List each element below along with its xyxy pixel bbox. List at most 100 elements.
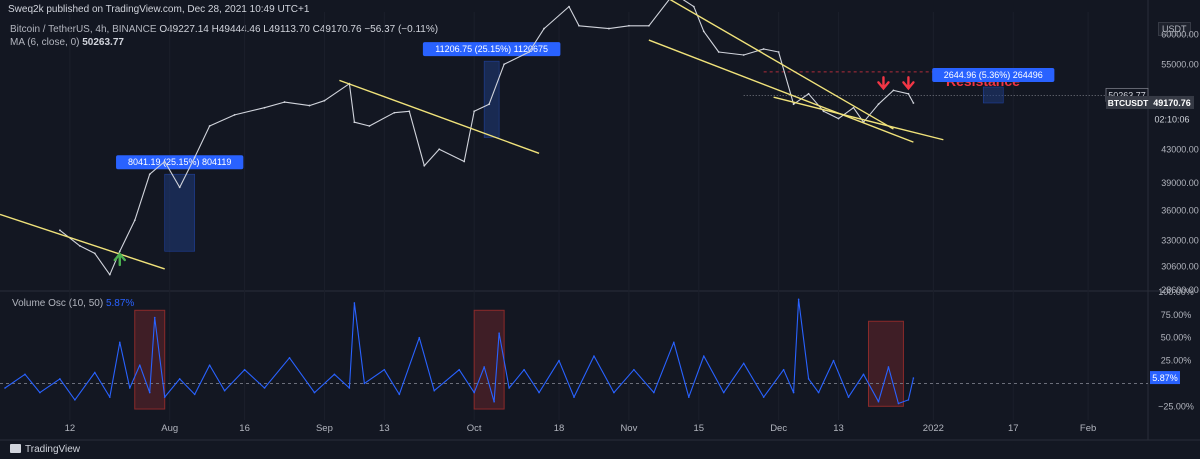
price-point: [503, 63, 506, 66]
oscillator-point: [832, 359, 835, 362]
price-tick-label: 28600.00: [1161, 285, 1199, 295]
symbol-title[interactable]: Bitcoin / TetherUS, 4h, BINANCE: [10, 24, 157, 35]
price-point: [807, 92, 810, 95]
price-point: [792, 103, 795, 106]
bar-countdown-timer: 02:10:06: [1154, 114, 1189, 124]
oscillator-point: [613, 391, 615, 394]
price-point: [488, 103, 491, 106]
oscillator-point: [573, 396, 575, 398]
oscillator-point: [688, 396, 690, 398]
oscillator-point: [418, 336, 421, 339]
tradingview-logo-icon: [10, 444, 21, 453]
oscillator-tick-label: 100.00%: [1158, 287, 1194, 297]
price-point: [393, 111, 396, 114]
price-point: [692, 5, 695, 8]
time-tick-label: 16: [239, 423, 250, 434]
trendline[interactable]: [773, 96, 944, 141]
price-point: [568, 5, 570, 8]
oscillator-point: [847, 396, 850, 398]
oscillator-series-line[interactable]: [4, 298, 914, 405]
oscillator-point: [313, 391, 316, 394]
oscillator-point: [887, 366, 890, 368]
measure-box[interactable]: [982, 86, 1004, 104]
oscillator-point: [243, 368, 246, 371]
oscillator-current-value: 5.87%: [105, 298, 135, 309]
price-point: [608, 27, 610, 30]
measure-box[interactable]: [483, 60, 500, 138]
time-tick-label: 13: [833, 423, 844, 434]
oscillator-point: [178, 378, 181, 380]
time-tick-label: 17: [1008, 423, 1019, 434]
trendline[interactable]: [669, 0, 894, 130]
oscillator-value-badge: 5.87%: [1152, 373, 1178, 383]
oscillator-point: [433, 389, 436, 392]
oscillator-point: [508, 387, 510, 389]
time-tick-label: Sep: [316, 423, 333, 434]
oscillator-point: [558, 359, 560, 362]
oscillator-point: [109, 396, 111, 398]
oscillator-point: [473, 391, 475, 394]
ticker-badge-bg: [1106, 95, 1150, 109]
price-tick-label: 36000.00: [1161, 206, 1199, 216]
time-tick-label: 18: [554, 423, 565, 434]
price-point: [647, 24, 650, 27]
price-tick-label: 39000.00: [1161, 178, 1199, 188]
tradingview-logo-text: TradingView: [25, 444, 81, 455]
oscillator-point: [24, 373, 26, 376]
oscillator-point: [59, 378, 61, 380]
oscillator-point: [163, 396, 166, 398]
time-tick-label: 2022: [923, 423, 944, 434]
price-point: [528, 51, 530, 53]
oscillator-point: [742, 362, 745, 365]
oscillator-label: Volume Osc (10, 50): [12, 298, 104, 309]
oscillator-point: [193, 393, 196, 396]
measure-label-bg: [932, 67, 1055, 82]
price-tick-label: 33000.00: [1161, 236, 1199, 246]
oscillator-highlight-box[interactable]: [867, 320, 904, 407]
price-point: [702, 30, 705, 33]
oscillator-point: [94, 371, 96, 374]
oscillator-point: [383, 368, 386, 371]
price-point: [742, 54, 745, 56]
price-tick-label: 60000.00: [1161, 29, 1199, 39]
time-tick-label: 12: [65, 423, 76, 434]
price-point: [93, 252, 96, 255]
trendline[interactable]: [648, 39, 914, 143]
ma-legend[interactable]: MA (6, close, 0) 50263.77: [10, 37, 124, 48]
price-point: [58, 229, 61, 232]
oscillator-tick-label: 50.00%: [1161, 333, 1192, 343]
oscillator-highlight-box[interactable]: [473, 309, 505, 410]
currency-badge[interactable]: USDT: [1158, 22, 1191, 36]
tradingview-logo[interactable]: TradingView: [10, 444, 80, 455]
oscillator-point: [538, 391, 540, 394]
trendline[interactable]: [0, 213, 165, 270]
measure-box[interactable]: [164, 173, 195, 252]
price-point: [837, 117, 840, 120]
price-point: [907, 92, 910, 95]
oscillator-point: [653, 391, 655, 394]
price-point: [263, 106, 266, 109]
measure-label: 8041.19 (25.15%) 804119: [128, 157, 231, 167]
price-point: [473, 110, 476, 113]
price-point: [193, 156, 196, 159]
price-point: [762, 48, 765, 50]
trendline[interactable]: [339, 79, 540, 154]
measure-label: 11206.75 (25.15%) 1120675: [435, 44, 548, 54]
oscillator-point: [877, 400, 880, 403]
price-point: [133, 219, 136, 222]
time-tick-label: Dec: [770, 423, 787, 434]
oscillator-point: [762, 396, 765, 398]
oscillator-point: [817, 391, 820, 394]
ma-price-badge: 50263.77: [1108, 90, 1146, 100]
oscillator-legend[interactable]: Volume Osc (10, 50) 5.87%: [12, 298, 134, 309]
price-point: [438, 148, 441, 151]
publisher-line: Sweq2k published on TradingView.com, Dec…: [8, 4, 310, 15]
price-point: [877, 103, 880, 106]
oscillator-point: [333, 373, 336, 376]
price-point: [543, 27, 545, 30]
oscillator-point: [673, 341, 675, 344]
time-tick-label: Aug: [161, 423, 178, 434]
oscillator-point: [4, 387, 6, 389]
oscillator-point: [74, 399, 76, 401]
